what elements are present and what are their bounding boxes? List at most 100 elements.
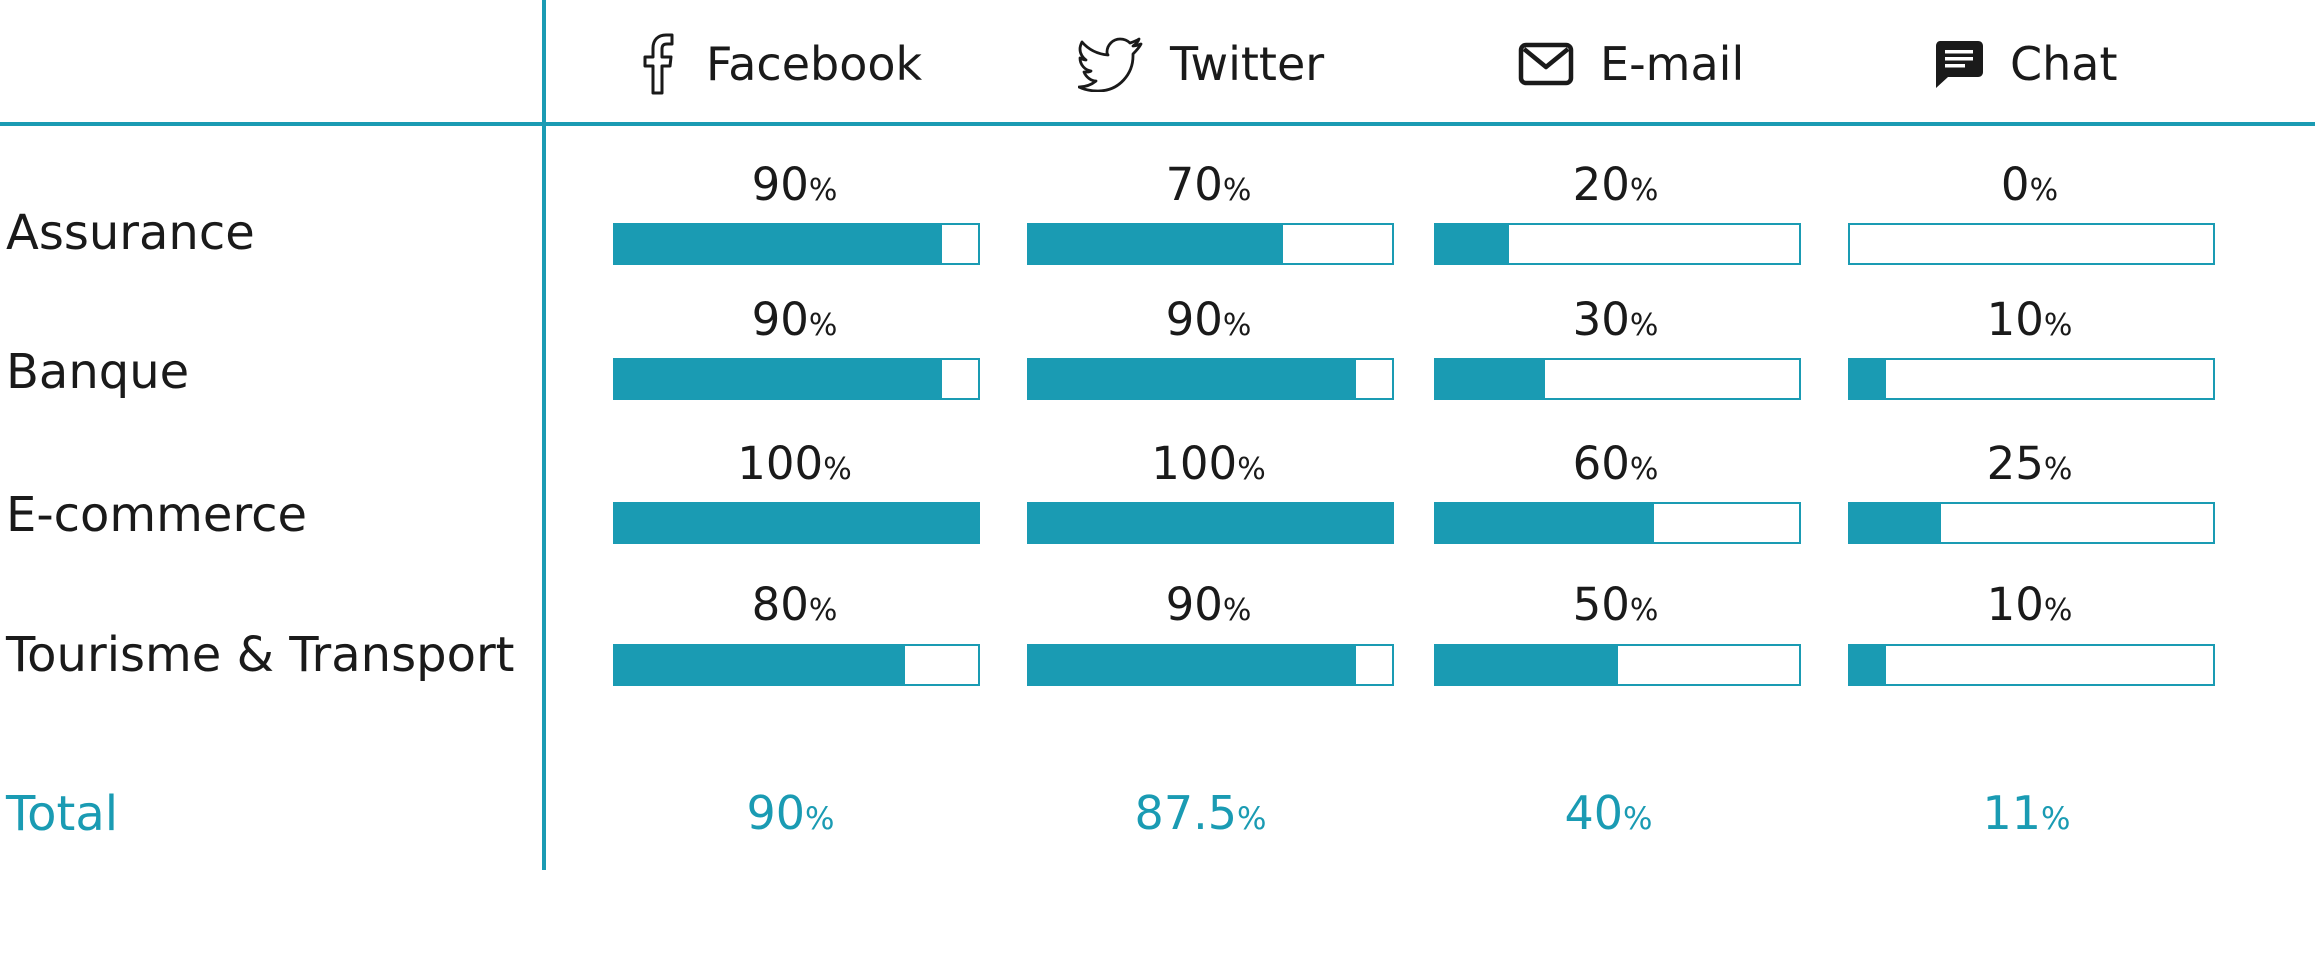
- progress-fill: [1436, 225, 1509, 263]
- column-header-twitter: Twitter: [1078, 24, 1324, 104]
- percent-label: 10%: [1847, 578, 2212, 631]
- progress-bar: [613, 644, 980, 686]
- percent-value: 70: [1165, 158, 1223, 211]
- percent-unit: %: [1629, 593, 1659, 628]
- column-header-label: E-mail: [1600, 37, 1745, 91]
- column-header-label: Chat: [2010, 37, 2118, 91]
- percent-label: 30%: [1433, 293, 1798, 346]
- percent-label: 0%: [1847, 158, 2212, 211]
- row-label: Tourisme & Transport: [6, 627, 515, 683]
- progress-fill: [1850, 646, 1887, 684]
- progress-fill: [615, 646, 906, 684]
- progress-fill: [1029, 504, 1392, 542]
- percent-unit: %: [1222, 173, 1252, 208]
- progress-bar: [1848, 502, 2215, 544]
- column-header-label: Twitter: [1170, 37, 1325, 91]
- total-value: 90%: [608, 786, 973, 840]
- progress-fill: [1436, 504, 1654, 542]
- percent-label: 90%: [612, 158, 977, 211]
- percent-unit: %: [1237, 452, 1266, 487]
- percent-value: 90: [1165, 578, 1223, 631]
- percent-label: 70%: [1026, 158, 1391, 211]
- total-number: 40: [1564, 786, 1624, 840]
- percent-value: 30: [1572, 293, 1630, 346]
- percent-unit: %: [808, 593, 838, 628]
- percent-unit: %: [2043, 452, 2073, 487]
- percent-unit: %: [808, 308, 838, 343]
- percent-label: 90%: [1026, 293, 1391, 346]
- progress-bar: [1434, 223, 1801, 265]
- percent-label: 50%: [1433, 578, 1798, 631]
- percent-label: 10%: [1847, 293, 2212, 346]
- total-number: 87.5: [1134, 786, 1237, 840]
- percent-value: 80: [751, 578, 809, 631]
- percent-label: 90%: [1026, 578, 1391, 631]
- percent-value: 100: [737, 437, 824, 490]
- percent-value: 90: [751, 158, 809, 211]
- column-header-email: E-mail: [1518, 24, 1744, 104]
- progress-bar: [1027, 502, 1394, 544]
- percent-label: 90%: [612, 293, 977, 346]
- progress-fill: [1029, 360, 1356, 398]
- column-divider: [542, 0, 546, 870]
- percent-label: 100%: [612, 437, 977, 490]
- progress-bar: [613, 358, 980, 400]
- total-value: 40%: [1426, 786, 1791, 840]
- total-unit: %: [1236, 801, 1267, 837]
- twitter-icon: [1078, 36, 1144, 92]
- column-header-label: Facebook: [706, 37, 923, 91]
- percent-unit: %: [808, 173, 838, 208]
- percent-unit: %: [2043, 593, 2073, 628]
- percent-value: 100: [1151, 437, 1238, 490]
- progress-bar: [613, 502, 980, 544]
- progress-bar: [1848, 644, 2215, 686]
- row-label: Banque: [6, 344, 190, 400]
- percent-unit: %: [1222, 308, 1252, 343]
- email-icon: [1518, 42, 1574, 86]
- total-value: 87.5%: [1018, 786, 1383, 840]
- total-unit: %: [1623, 801, 1653, 837]
- progress-fill: [1029, 646, 1356, 684]
- row-label: Assurance: [6, 205, 255, 261]
- percent-value: 90: [751, 293, 809, 346]
- progress-fill: [1436, 646, 1618, 684]
- percent-value: 90: [1165, 293, 1223, 346]
- total-value: 11%: [1844, 786, 2209, 840]
- percent-label: 80%: [612, 578, 977, 631]
- header-divider: [0, 122, 2315, 126]
- progress-fill: [1436, 360, 1545, 398]
- facebook-icon: [640, 31, 680, 97]
- percent-value: 20: [1572, 158, 1630, 211]
- total-number: 90: [746, 786, 806, 840]
- progress-fill: [1029, 225, 1284, 263]
- percent-value: 50: [1572, 578, 1630, 631]
- percent-label: 20%: [1433, 158, 1798, 211]
- row-label: E-commerce: [6, 487, 308, 543]
- column-header-facebook: Facebook: [640, 24, 922, 104]
- progress-fill: [615, 225, 942, 263]
- percent-label: 100%: [1026, 437, 1391, 490]
- percent-unit: %: [1629, 308, 1659, 343]
- progress-bar: [1434, 644, 1801, 686]
- total-label: Total: [6, 786, 119, 842]
- percent-unit: %: [823, 452, 852, 487]
- percent-label: 25%: [1847, 437, 2212, 490]
- column-header-chat: Chat: [1934, 24, 2118, 104]
- progress-bar: [1434, 358, 1801, 400]
- total-unit: %: [2041, 801, 2071, 837]
- progress-bar: [1434, 502, 1801, 544]
- percent-label: 60%: [1433, 437, 1798, 490]
- progress-bar: [1027, 223, 1394, 265]
- percent-unit: %: [2029, 173, 2059, 208]
- progress-bar: [1027, 644, 1394, 686]
- percent-unit: %: [1629, 452, 1659, 487]
- percent-value: 10: [1986, 293, 2044, 346]
- percent-unit: %: [1629, 173, 1659, 208]
- progress-fill: [1850, 360, 1887, 398]
- percent-value: 0: [2000, 158, 2030, 211]
- percent-unit: %: [2043, 308, 2073, 343]
- percent-value: 10: [1986, 578, 2044, 631]
- progress-fill: [615, 360, 942, 398]
- total-unit: %: [805, 801, 835, 837]
- chat-icon: [1934, 39, 1984, 89]
